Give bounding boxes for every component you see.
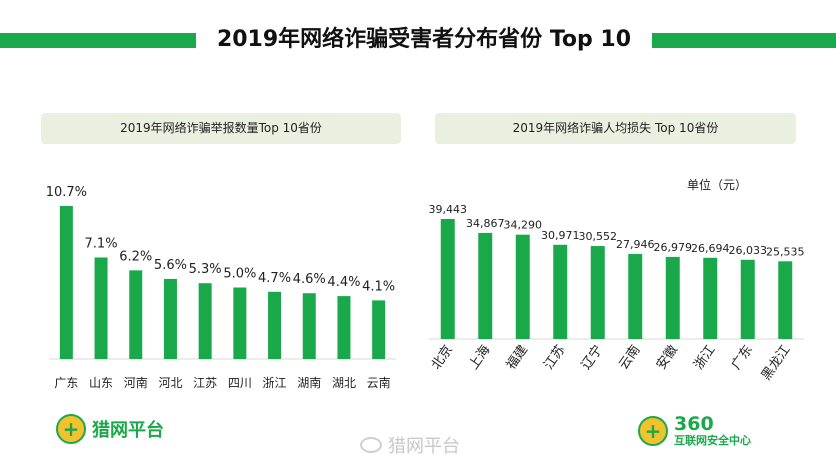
bar	[440, 219, 455, 339]
watermark-text: 猎网平台	[388, 436, 460, 457]
data-label: 4.4%	[327, 275, 360, 290]
data-label: 26,033	[729, 244, 768, 257]
data-label: 34,290	[504, 219, 543, 232]
x-tick-label: 浙江	[691, 343, 718, 373]
x-tick-label: 四川	[228, 376, 252, 390]
x-tick-label: 广东	[729, 343, 756, 373]
security-center-logo: + 360 互联网安全中心	[638, 414, 751, 447]
bar	[337, 296, 351, 359]
data-label: 7.1%	[85, 236, 118, 251]
bar	[59, 206, 73, 359]
title-bar-left	[0, 33, 196, 48]
data-label: 30,552	[579, 230, 618, 243]
watermark: 猎网平台	[360, 432, 460, 458]
data-label: 30,971	[541, 229, 580, 242]
bar	[302, 293, 316, 359]
x-tick-label: 河南	[124, 375, 148, 390]
x-tick-label: 湖南	[297, 375, 321, 390]
right-bar-chart: 39,443 北京 34,867 上海 34,290 福建 30,971 江苏 30,552 辽宁…	[429, 203, 805, 383]
bar	[129, 270, 143, 359]
bar	[478, 232, 493, 339]
lie-wang-logo-text: 猎网平台	[92, 420, 164, 441]
left-chart-title: 2019年网络诈骗举报数量Top 10省份	[41, 113, 401, 144]
x-tick-label: 辽宁	[578, 342, 606, 372]
bar	[628, 253, 643, 339]
x-tick-label: 云南	[615, 342, 643, 372]
data-label: 5.6%	[154, 258, 187, 273]
data-label: 5.0%	[223, 267, 256, 282]
x-tick-label: 浙江	[263, 376, 287, 390]
data-label: 4.6%	[293, 272, 326, 287]
data-label: 6.2%	[119, 249, 152, 264]
plus-badge-icon: +	[56, 414, 86, 444]
plus-badge-icon: +	[638, 415, 668, 446]
weibo-icon	[360, 437, 382, 453]
bar	[703, 257, 718, 339]
bar	[740, 259, 755, 339]
right-chart-title: 2019年网络诈骗人均损失 Top 10省份	[435, 113, 796, 144]
data-label: 5.3%	[189, 262, 222, 277]
bar	[163, 278, 177, 359]
x-tick-label: 山东	[89, 376, 113, 390]
data-label: 26,694	[691, 242, 730, 255]
data-label: 39,443	[429, 203, 468, 216]
lie-wang-logo: + 猎网平台	[56, 414, 164, 444]
page-title: 2019年网络诈骗受害者分布省份 Top 10	[216, 27, 632, 52]
x-tick-label: 黑龙江	[759, 343, 794, 384]
data-label: 4.1%	[362, 279, 395, 294]
bar	[233, 287, 247, 359]
data-label: 34,867	[466, 217, 505, 230]
x-tick-label: 北京	[429, 343, 456, 373]
x-tick-label: 江苏	[193, 376, 217, 390]
data-label: 25,535	[766, 245, 805, 258]
bar	[268, 291, 282, 359]
data-label: 26,979	[654, 241, 693, 254]
bar	[553, 244, 568, 339]
bar	[372, 300, 386, 359]
data-label: 10.7%	[46, 185, 87, 200]
x-tick-label: 上海	[466, 343, 493, 373]
x-tick-label: 安徽	[654, 343, 681, 373]
bar	[665, 256, 680, 339]
security-center-logo-number: 360	[674, 413, 714, 435]
bar	[94, 257, 108, 359]
x-tick-label: 云南	[367, 375, 391, 390]
x-tick-label: 福建	[504, 343, 531, 373]
data-label: 4.7%	[258, 271, 291, 286]
left-bar-chart: 10.7% 广东 7.1% 山东 6.2% 河南 5.6% 河北 5.3% 江苏 5.0% 四川 4.7…	[46, 185, 396, 390]
bar	[198, 283, 212, 359]
x-tick-label: 河北	[158, 376, 182, 390]
x-tick-label: 湖北	[332, 375, 356, 390]
right-chart-unit: 单位（元）	[687, 178, 748, 192]
bar	[778, 261, 793, 339]
title-bar-right	[652, 33, 836, 48]
security-center-logo-text: 互联网安全中心	[674, 434, 751, 447]
x-tick-label: 广东	[54, 376, 78, 390]
x-tick-label: 江苏	[540, 342, 568, 372]
bar	[590, 246, 605, 339]
bar	[515, 234, 530, 339]
data-label: 27,946	[616, 238, 655, 251]
